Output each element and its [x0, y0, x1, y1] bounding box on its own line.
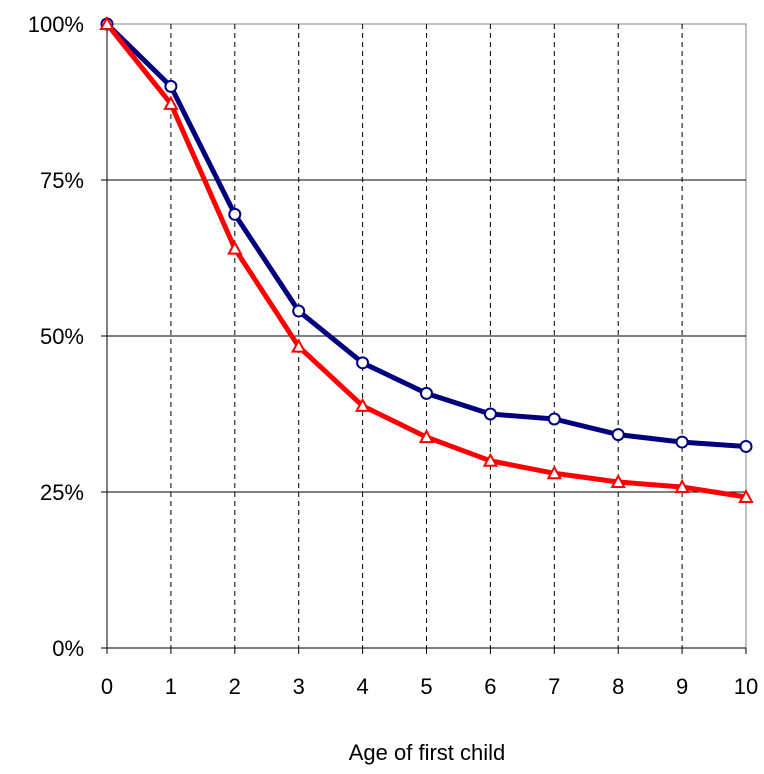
vertical-gridlines [106, 24, 747, 654]
x-tick-label: 6 [484, 674, 496, 699]
series-layer [99, 15, 754, 503]
x-axis-tick-labels: 0 1 2 3 4 5 6 7 8 9 10 [101, 674, 758, 699]
series-2-point [546, 465, 562, 480]
series-2-point [227, 240, 243, 255]
series-2-point [99, 15, 115, 30]
x-axis-title: Age of first child [349, 740, 506, 765]
x-tick-label: 3 [293, 674, 305, 699]
x-tick-label: 4 [356, 674, 368, 699]
series-2-point [354, 397, 371, 412]
x-tick-label: 7 [548, 674, 560, 699]
y-tick-label: 75% [40, 168, 84, 193]
y-tick-label: 0% [52, 636, 84, 661]
y-tick-label: 100% [28, 12, 84, 37]
series-1-point [356, 356, 370, 370]
series-2-point [738, 488, 754, 503]
series-1-point [292, 304, 306, 318]
x-tick-label: 2 [229, 674, 241, 699]
series-2-point [163, 95, 179, 110]
series-2-point [482, 452, 499, 467]
series-2-point [674, 478, 690, 494]
x-tick-label: 10 [734, 674, 758, 699]
x-tick-label: 9 [676, 674, 688, 699]
series-2-point [291, 338, 307, 353]
series-1-point [420, 386, 433, 400]
series-2-point [418, 428, 435, 444]
x-tick-label: 5 [420, 674, 432, 699]
series-2-point [610, 473, 626, 489]
series-2 [99, 15, 754, 503]
series-1-point [739, 439, 753, 453]
series-1-point [547, 412, 561, 426]
x-tick-label: 1 [165, 674, 177, 699]
x-tick-label: 8 [612, 674, 624, 699]
y-tick-label: 25% [40, 480, 84, 505]
series-1-point [164, 79, 178, 93]
series-1-point [483, 407, 497, 421]
y-tick-label: 50% [40, 324, 84, 349]
series-1-point [228, 207, 242, 221]
series-1-point [675, 435, 689, 449]
series-1-point [611, 428, 625, 442]
y-axis-tick-labels: 0% 25% 50% 75% 100% [28, 12, 84, 661]
x-tick-label: 0 [101, 674, 113, 699]
